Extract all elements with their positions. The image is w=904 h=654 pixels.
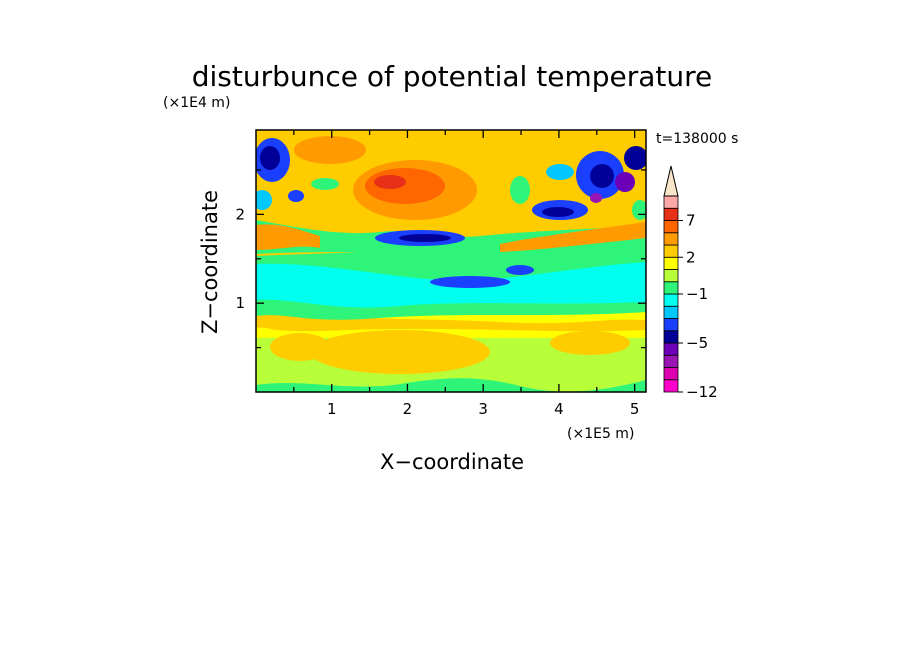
x-tick-label: 4	[554, 400, 564, 418]
field-blue-streak	[430, 276, 510, 288]
field-purple-right	[615, 172, 635, 192]
field-orange-low	[310, 330, 490, 374]
y-axis-label: Z−coordinate	[198, 190, 222, 334]
x-tick-label: 3	[478, 400, 488, 418]
field-orange-low-2	[270, 333, 330, 361]
field-blue-streak-2	[506, 265, 534, 275]
y-axis-unit: (×1E4 m)	[163, 95, 230, 111]
field-warm-peak	[374, 175, 406, 189]
field-cold-right-core	[542, 207, 574, 217]
chart-title: disturbunce of potential temperature	[192, 60, 713, 93]
field-cold-corner	[624, 146, 646, 170]
y-tick-label: 1	[235, 294, 245, 312]
field-cyan-right	[546, 164, 574, 180]
colorbar-swatch	[663, 244, 679, 258]
field-orange-right	[500, 222, 646, 252]
colorbar-extend-arrow	[663, 165, 679, 197]
colorbar-swatch	[663, 379, 679, 393]
x-axis-unit: (×1E5 m)	[567, 426, 634, 442]
colorbar-swatch	[663, 256, 679, 270]
colorbar-swatch	[663, 207, 679, 221]
field-orange-low-3	[550, 331, 630, 355]
colorbar-swatch	[663, 232, 679, 246]
field-cold-upper-right-core	[590, 164, 614, 188]
field-mid-cold-core	[399, 234, 451, 242]
field-orange-left	[256, 224, 320, 250]
colorbar-swatch	[663, 354, 679, 368]
x-axis-ticks: 1 2 3 4 5	[293, 130, 640, 418]
colorbar-tick-label: −5	[686, 334, 708, 352]
time-label: t=138000 s	[656, 131, 738, 147]
colorbar-swatch	[663, 342, 679, 356]
colorbar-tick-label: 2	[686, 248, 696, 266]
field-orange-band	[256, 310, 646, 332]
plot-frame	[255, 129, 647, 393]
colorbar-tick-label: 7	[686, 212, 696, 230]
field-bottom-green	[256, 378, 646, 392]
field-green-right	[510, 176, 530, 204]
colorbar: −12−5−127	[663, 165, 718, 401]
colorbar-swatch	[663, 220, 679, 234]
field-cold-spot	[288, 190, 304, 202]
contour-field	[256, 130, 646, 392]
colorbar-swatch	[663, 195, 679, 209]
field-purple-spot	[590, 193, 602, 203]
colorbar-swatch	[663, 318, 679, 332]
colorbar-tick-label: −12	[686, 383, 718, 401]
field-cyan-left	[256, 190, 272, 210]
colorbar-swatch	[663, 330, 679, 344]
field-cold-left-core	[260, 146, 280, 170]
colorbar-swatch	[663, 293, 679, 307]
x-tick-label: 2	[403, 400, 413, 418]
x-tick-label: 5	[630, 400, 640, 418]
colorbar-swatch	[663, 367, 679, 381]
colorbar-swatch	[663, 305, 679, 319]
x-axis-label: X−coordinate	[380, 450, 524, 474]
field-green-spot	[311, 178, 339, 190]
colorbar-tick-label: −1	[686, 285, 708, 303]
y-tick-label: 2	[235, 205, 245, 223]
field-orange-top	[294, 136, 366, 164]
x-tick-label: 1	[327, 400, 337, 418]
colorbar-swatch	[663, 281, 679, 295]
colorbar-swatch	[663, 269, 679, 283]
y-axis-ticks: 12	[235, 169, 646, 349]
